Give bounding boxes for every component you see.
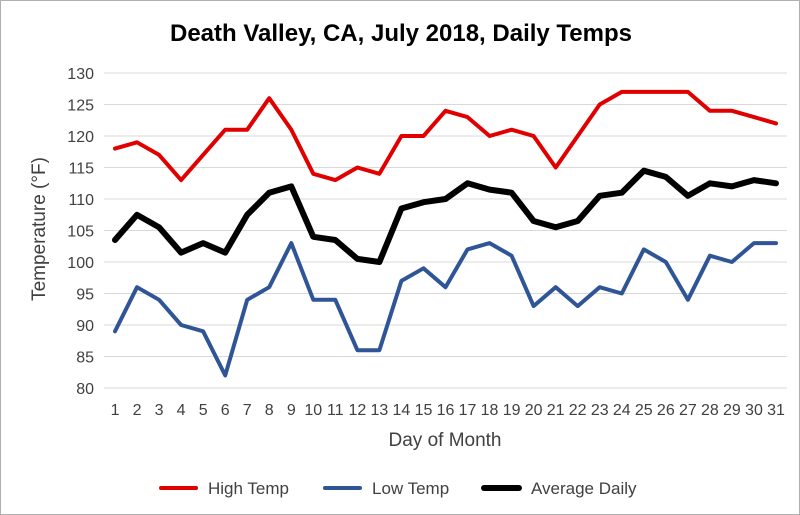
x-tick-label: 5 [199,402,208,419]
series-line-average-daily [112,167,779,265]
x-tick-label: 29 [723,402,741,419]
y-tick-label: 100 [67,255,94,272]
chart-title: Death Valley, CA, July 2018, Daily Temps [170,20,632,47]
y-tick-label: 115 [68,161,94,178]
x-tick-label: 6 [221,402,230,419]
y-tick-label: 85 [76,350,94,367]
series-line-low-temp [113,241,778,378]
x-tick-label: 13 [371,402,389,419]
y-tick-label: 90 [76,318,94,335]
x-tick-label: 14 [393,402,411,419]
x-tick-label: 30 [745,402,763,419]
x-tick-label: 10 [304,402,322,419]
x-axis-label: Day of Month [389,430,502,451]
legend-label: Average Daily [531,479,637,498]
x-tick-label: 19 [503,402,521,419]
legend: High Temp Low Temp Average Daily [159,479,637,498]
x-tick-label: 4 [177,402,186,419]
x-tick-label: 7 [243,402,252,419]
x-tick-label: 8 [265,402,274,419]
x-tick-label: 27 [679,402,697,419]
y-tick-label: 105 [67,224,94,241]
x-tick-label: 12 [348,402,366,419]
x-tick-label: 22 [569,402,587,419]
x-tick-label: 25 [635,402,653,419]
x-tick-label: 24 [613,402,631,419]
legend-label: High Temp [208,479,289,498]
y-tick-label: 130 [67,66,94,83]
y-tick-label: 120 [67,129,94,146]
x-tick-label: 15 [415,402,433,419]
series-line-high-temp [113,89,778,183]
x-tick-label: 31 [767,402,785,419]
x-tick-label: 1 [111,402,120,419]
x-tick-label: 9 [287,402,296,419]
x-tick-label: 26 [657,402,675,419]
y-tick-label: 80 [76,381,94,398]
x-tick-label: 20 [525,402,543,419]
x-tick-label: 16 [437,402,455,419]
x-tick-label: 3 [155,402,164,419]
legend-label: Low Temp [372,479,449,498]
y-tick-label: 95 [76,287,94,304]
y-axis-ticks: 80 85 90 95 100 105 110 115 120 125 130 [67,66,94,398]
x-tick-label: 11 [327,402,344,419]
x-axis-ticks: 1 2 3 4 5 6 7 8 9 10 11 12 13 14 15 16 17 18 19 20 21 22 23 24 2… [111,402,785,419]
x-tick-label: 28 [701,402,719,419]
y-tick-label: 125 [67,98,94,115]
y-tick-label: 110 [68,192,94,209]
x-tick-label: 2 [133,402,142,419]
series-lines [112,89,779,378]
x-tick-label: 17 [459,402,477,419]
y-axis-label: Temperature (°F) [29,157,50,301]
x-tick-label: 21 [547,402,565,419]
x-tick-label: 23 [591,402,609,419]
x-tick-label: 18 [481,402,499,419]
